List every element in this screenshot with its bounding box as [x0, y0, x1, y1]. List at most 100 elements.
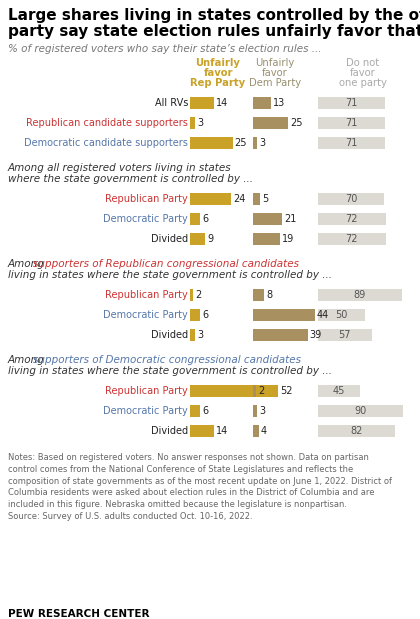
Text: PEW RESEARCH CENTER: PEW RESEARCH CENTER	[8, 609, 150, 619]
Text: where the state government is controlled by ...: where the state government is controlled…	[8, 174, 253, 184]
Text: Democratic Party: Democratic Party	[103, 406, 188, 416]
Bar	[253, 137, 257, 149]
Bar	[190, 193, 231, 205]
Bar	[253, 289, 264, 301]
Text: Republican Party: Republican Party	[105, 194, 188, 204]
Text: 57: 57	[339, 330, 351, 340]
Text: 90: 90	[354, 406, 366, 416]
Text: Among: Among	[8, 355, 48, 365]
Bar	[318, 193, 384, 205]
Bar	[318, 233, 386, 245]
Text: 71: 71	[345, 118, 357, 128]
Text: supporters of Republican congressional candidates: supporters of Republican congressional c…	[33, 259, 299, 269]
Text: living in states where the state government is controlled by ...: living in states where the state governm…	[8, 270, 332, 280]
Bar	[190, 233, 205, 245]
Text: Divided: Divided	[151, 426, 188, 436]
Text: 3: 3	[259, 138, 265, 148]
Bar	[253, 329, 307, 341]
Bar	[190, 289, 193, 301]
Text: Democratic candidate supporters: Democratic candidate supporters	[24, 138, 188, 148]
Text: 2: 2	[195, 290, 202, 300]
Bar	[253, 405, 257, 417]
Bar	[253, 425, 259, 437]
Text: 82: 82	[350, 426, 363, 436]
Bar	[253, 385, 256, 397]
Text: Republican Party: Republican Party	[105, 386, 188, 396]
Text: one party: one party	[339, 78, 387, 88]
Text: Among: Among	[8, 259, 48, 269]
Bar	[253, 97, 271, 109]
Text: 89: 89	[354, 290, 366, 300]
Text: 14: 14	[216, 98, 228, 108]
Text: 72: 72	[346, 234, 358, 244]
Bar	[253, 309, 315, 321]
Text: 3: 3	[197, 118, 203, 128]
Text: 44: 44	[317, 310, 329, 320]
Bar	[318, 137, 385, 149]
Bar	[318, 425, 395, 437]
Bar	[253, 193, 260, 205]
Text: 25: 25	[290, 118, 302, 128]
Text: 70: 70	[345, 194, 357, 204]
Text: Notes: Based on registered voters. No answer responses not shown. Data on partis: Notes: Based on registered voters. No an…	[8, 453, 392, 521]
Bar	[190, 309, 200, 321]
Text: 24: 24	[233, 194, 245, 204]
Text: Among all registered voters living in states: Among all registered voters living in st…	[8, 163, 231, 173]
Text: Divided: Divided	[151, 330, 188, 340]
Text: 50: 50	[335, 310, 348, 320]
Text: 14: 14	[216, 426, 228, 436]
Text: party say state election rules unfairly favor that side: party say state election rules unfairly …	[8, 24, 420, 39]
Text: 25: 25	[234, 138, 247, 148]
Bar	[190, 137, 233, 149]
Text: % of registered voters who say their state’s election rules ...: % of registered voters who say their sta…	[8, 44, 321, 54]
Bar	[253, 117, 288, 129]
Text: Large shares living in states controlled by the other: Large shares living in states controlled…	[8, 8, 420, 23]
Bar	[318, 405, 403, 417]
Text: 6: 6	[202, 406, 208, 416]
Bar	[318, 97, 385, 109]
Bar	[318, 309, 365, 321]
Text: 9: 9	[207, 234, 213, 244]
Bar	[318, 213, 386, 225]
Text: Divided: Divided	[151, 234, 188, 244]
Text: 3: 3	[197, 330, 203, 340]
Text: Democratic Party: Democratic Party	[103, 310, 188, 320]
Bar	[190, 97, 214, 109]
Bar	[318, 385, 360, 397]
Text: 6: 6	[202, 214, 208, 224]
Text: Dem Party: Dem Party	[249, 78, 301, 88]
Text: 45: 45	[333, 386, 345, 396]
Text: 8: 8	[266, 290, 272, 300]
Text: 3: 3	[259, 406, 265, 416]
Text: 4: 4	[260, 426, 267, 436]
Text: favor: favor	[203, 68, 233, 78]
Text: 39: 39	[310, 330, 322, 340]
Bar	[190, 213, 200, 225]
Bar	[253, 233, 280, 245]
Text: 71: 71	[345, 138, 357, 148]
Text: 52: 52	[281, 386, 293, 396]
Bar	[190, 405, 200, 417]
Text: 5: 5	[262, 194, 268, 204]
Text: favor: favor	[350, 68, 376, 78]
Bar	[253, 213, 282, 225]
Text: Republican Party: Republican Party	[105, 290, 188, 300]
Bar	[318, 329, 372, 341]
Bar	[318, 117, 385, 129]
Text: supporters of Democratic congressional candidates: supporters of Democratic congressional c…	[33, 355, 301, 365]
Text: Democratic Party: Democratic Party	[103, 214, 188, 224]
Text: 19: 19	[281, 234, 294, 244]
Text: All RVs: All RVs	[155, 98, 188, 108]
Bar	[318, 289, 402, 301]
Bar	[190, 117, 195, 129]
Text: 21: 21	[284, 214, 297, 224]
Text: living in states where the state government is controlled by ...: living in states where the state governm…	[8, 366, 332, 376]
Text: 71: 71	[345, 98, 357, 108]
Text: 13: 13	[273, 98, 286, 108]
Bar	[190, 425, 214, 437]
Text: Republican candidate supporters: Republican candidate supporters	[26, 118, 188, 128]
Bar	[190, 385, 278, 397]
Text: Unfairly: Unfairly	[255, 58, 294, 68]
Text: Rep Party: Rep Party	[190, 78, 246, 88]
Text: 6: 6	[202, 310, 208, 320]
